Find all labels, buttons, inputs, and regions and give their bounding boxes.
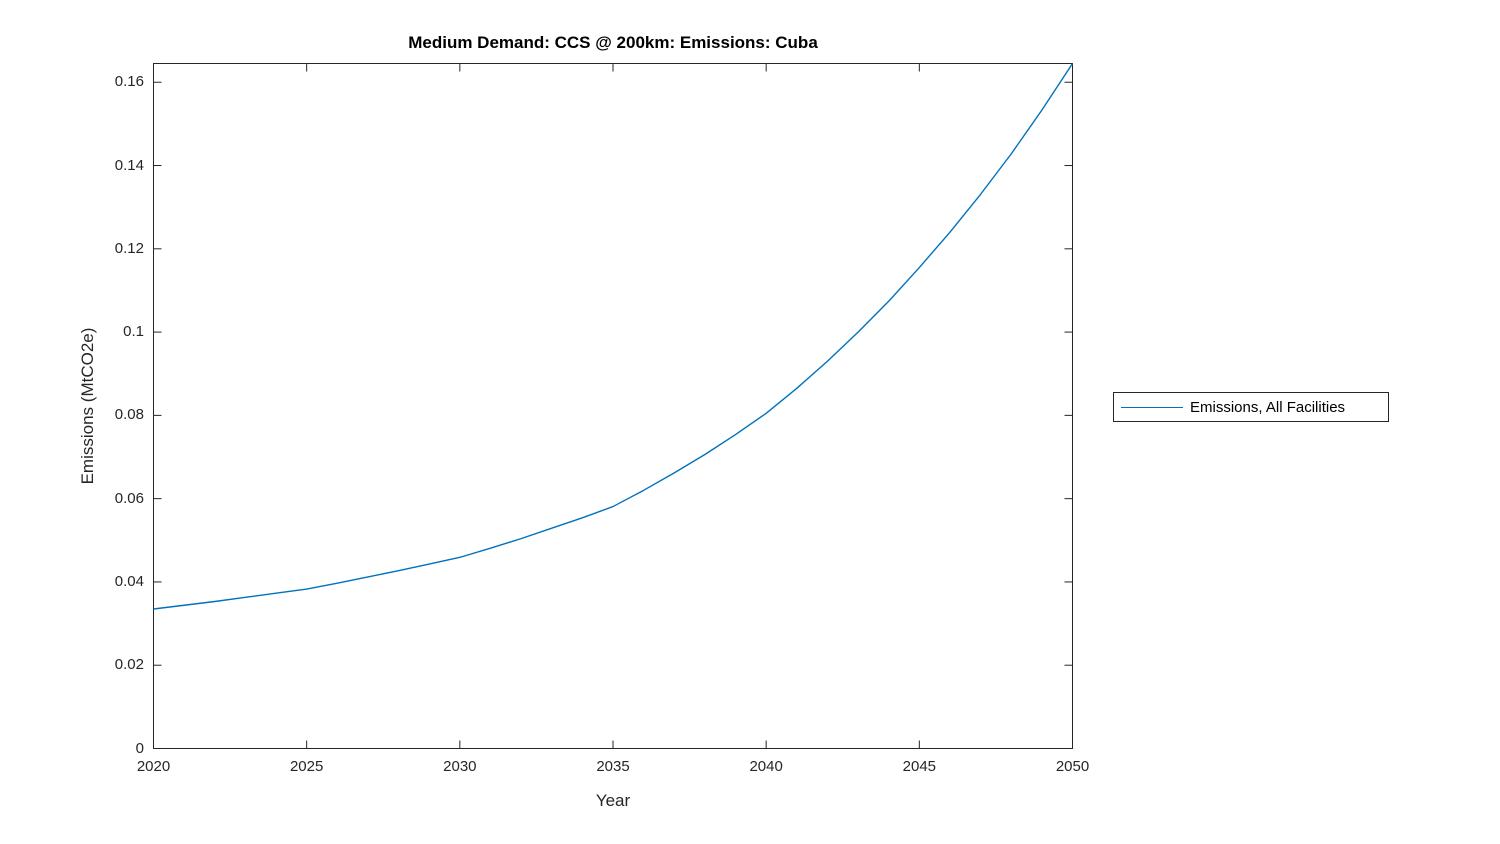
x-tick-label: 2030 [443, 758, 477, 775]
y-tick-label: 0.14 [114, 156, 144, 174]
legend: Emissions, All Facilities [1113, 392, 1389, 422]
x-tick-label: 2025 [289, 758, 324, 775]
y-tick-label: 0.04 [114, 572, 144, 590]
y-tick-label: 0.02 [114, 656, 144, 674]
y-tick-label: 0.08 [114, 406, 144, 424]
x-tick-label: 2050 [1055, 758, 1090, 775]
chart-title: Medium Demand: CCS @ 200km: Emissions: C… [408, 33, 818, 52]
x-axis-label: Year [595, 791, 631, 810]
y-tick-label: 0.06 [114, 489, 144, 507]
legend-entry-label: Emissions, All Facilities [1190, 398, 1346, 416]
y-tick-label: 0 [135, 739, 144, 757]
x-tick-label: 2035 [596, 758, 630, 775]
x-tick-label: 2045 [902, 758, 937, 775]
x-tick-label: 2020 [136, 758, 171, 775]
y-tick-label: 0.1 [123, 323, 144, 341]
legend-line-sample-icon [1121, 406, 1183, 408]
y-tick-label: 0.12 [114, 239, 144, 257]
x-tick-label: 2040 [749, 758, 783, 775]
y-tick-label: 0.16 [114, 73, 144, 91]
plot-area [153, 63, 1074, 749]
